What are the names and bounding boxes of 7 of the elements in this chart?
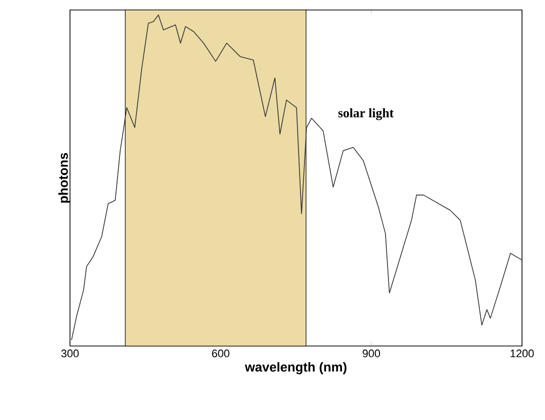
x-tick-label: 300 xyxy=(61,350,79,358)
x-tick-label: 1200 xyxy=(510,350,534,358)
y-axis-title: photons xyxy=(58,152,70,203)
x-tick-label: 900 xyxy=(362,350,380,358)
x-axis-title: wavelength (nm) xyxy=(244,362,346,374)
series-label: solar light xyxy=(338,108,394,120)
x-tick-label: 600 xyxy=(212,350,230,358)
